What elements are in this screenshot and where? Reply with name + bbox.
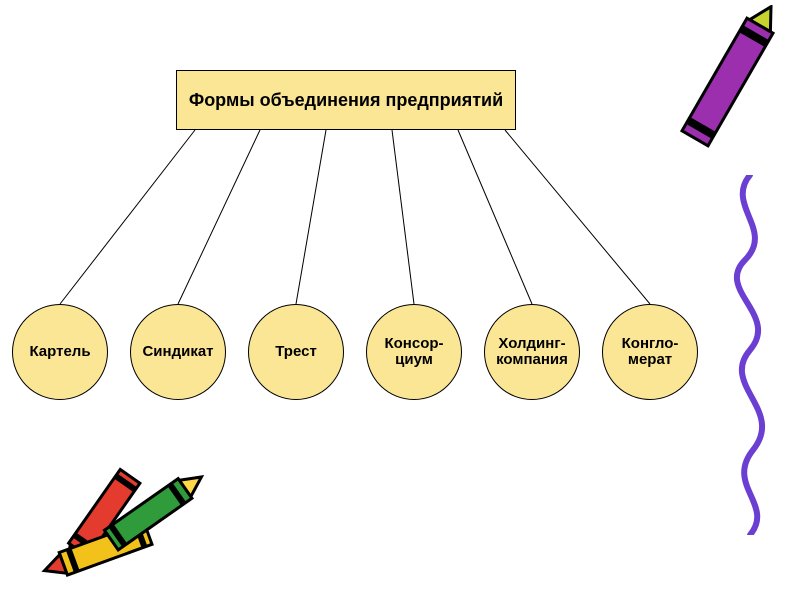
crayon-icon <box>650 5 790 185</box>
diagram-node-label: Трест <box>275 344 317 361</box>
diagram-node-label: Консор- циум <box>384 336 443 369</box>
diagram-root: Формы объединения предприятий <box>176 70 516 130</box>
crayons-icon <box>20 450 220 600</box>
diagram-node-label: Холдинг- компания <box>496 336 568 369</box>
diagram-node-trest: Трест <box>248 304 344 400</box>
diagram-node-konsorcium: Консор- циум <box>366 304 462 400</box>
diagram-node-label: Конгло- мерат <box>622 336 679 369</box>
diagram-node-holding: Холдинг- компания <box>484 304 580 400</box>
diagram-node-kartel: Картель <box>12 304 108 400</box>
diagram-root-label: Формы объединения предприятий <box>189 90 503 111</box>
diagram-node-label: Синдикат <box>142 344 213 361</box>
diagram-node-sindikat: Синдикат <box>130 304 226 400</box>
squiggle-icon <box>705 175 795 535</box>
diagram-node-label: Картель <box>29 344 90 361</box>
diagram-node-konglomerat: Конгло- мерат <box>602 304 698 400</box>
